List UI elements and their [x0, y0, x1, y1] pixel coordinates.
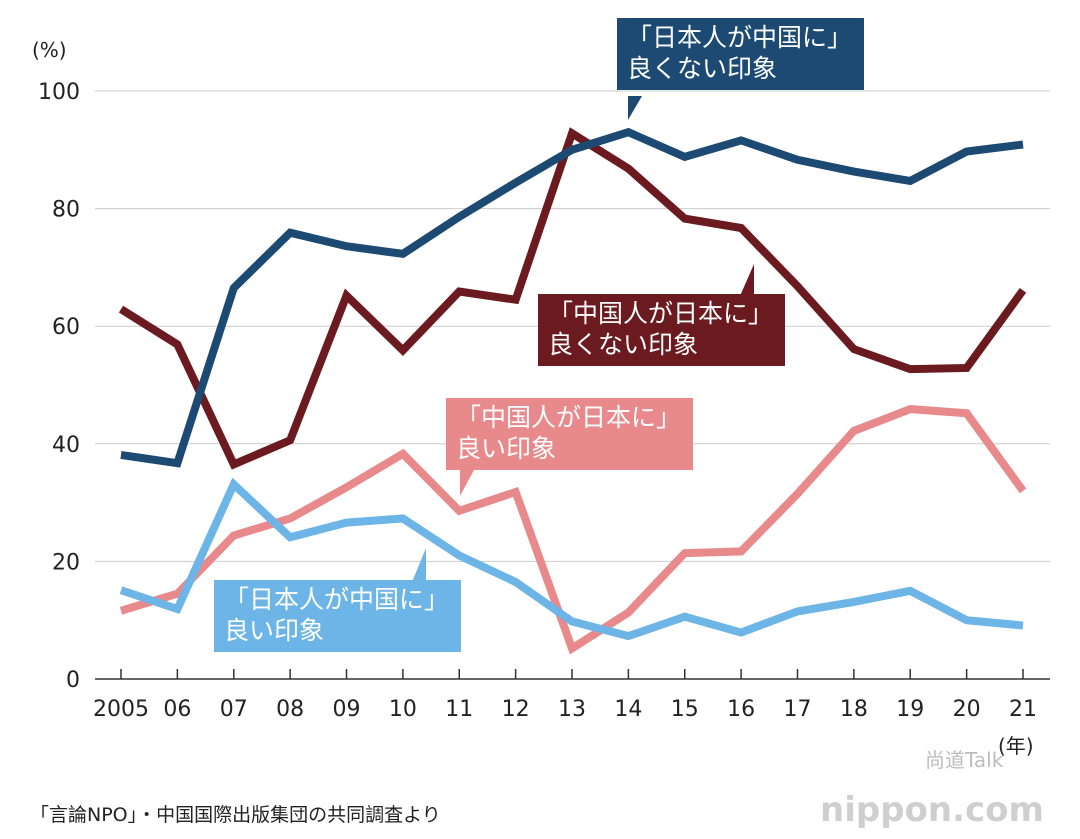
label-pointer	[412, 548, 426, 582]
label-pointer	[460, 470, 474, 496]
label-japan-bad: 「日本人が中国に」 良くない印象	[617, 18, 865, 90]
y-tick-label: 80	[52, 198, 80, 223]
watermark-brand: nippon.com	[820, 790, 1044, 830]
x-tick-label: 13	[558, 697, 586, 722]
watermark-account: 尚道Talk	[925, 748, 1004, 772]
x-tick-label: 21	[1009, 697, 1037, 722]
x-tick-label: 11	[445, 697, 473, 722]
x-tick-label: 17	[784, 697, 812, 722]
x-tick-label: 2005	[93, 697, 149, 722]
x-tick-label: 06	[163, 697, 191, 722]
y-axis-unit: (%)	[32, 38, 67, 62]
series-line	[119, 477, 1024, 641]
y-tick-label: 100	[38, 80, 80, 105]
label-pointer	[628, 96, 642, 120]
label-pointer	[740, 264, 754, 296]
y-tick-label: 60	[52, 315, 80, 340]
x-tick-label: 09	[333, 697, 361, 722]
x-tick-label: 07	[220, 697, 248, 722]
y-tick-label: 40	[52, 433, 80, 458]
y-tick-label: 20	[52, 550, 80, 575]
label-china-bad: 「中国人が日本に」 良くない印象	[538, 294, 786, 366]
x-tick-label: 10	[389, 697, 417, 722]
x-tick-label: 14	[614, 697, 642, 722]
x-tick-label: 15	[671, 697, 699, 722]
x-tick-label: 12	[502, 697, 530, 722]
x-tick-label: 08	[276, 697, 304, 722]
x-tick-label: 16	[727, 697, 755, 722]
source-note: 「言論NPO」・中国国際出版集団の共同調査より	[30, 804, 441, 826]
series-line	[118, 127, 1027, 470]
x-tick-label: 18	[840, 697, 868, 722]
x-tick-label: 19	[896, 697, 924, 722]
label-china-good: 「中国人が日本に」 良い印象	[446, 398, 694, 470]
label-japan-good: 「日本人が中国に」 良い印象	[214, 580, 462, 652]
x-tick-label: 20	[953, 697, 981, 722]
series-line	[120, 127, 1024, 468]
y-tick-label: 0	[66, 668, 80, 693]
x-axis-unit: (年)	[998, 734, 1034, 758]
